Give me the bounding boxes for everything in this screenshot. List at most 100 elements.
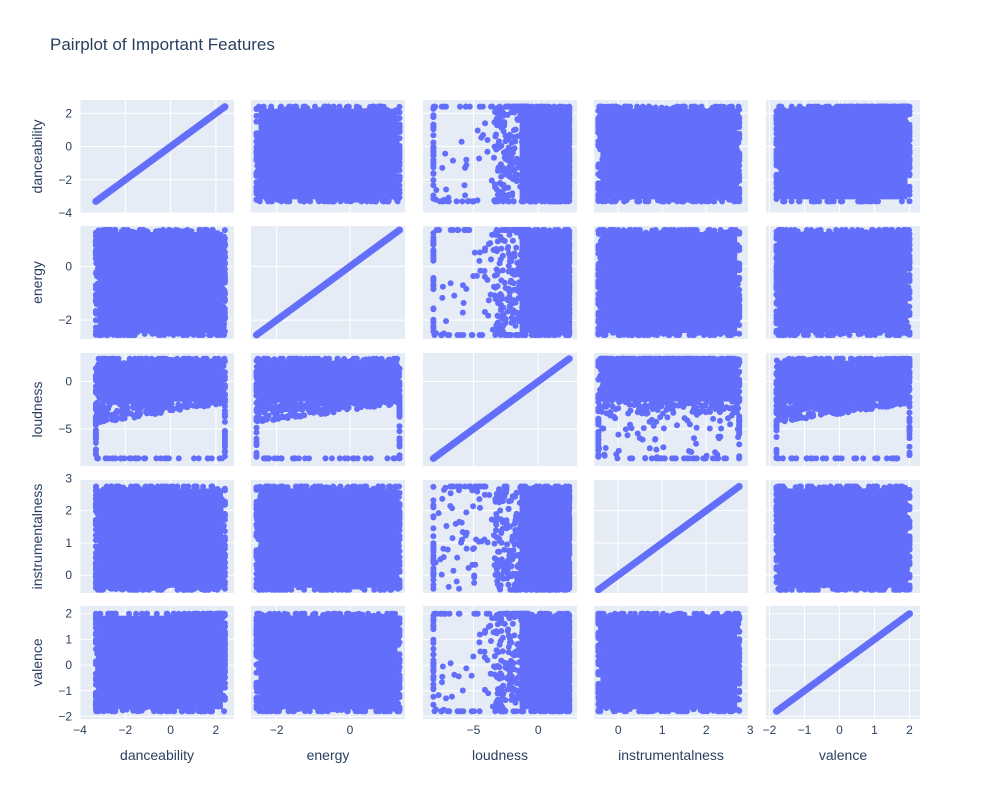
scatter-point	[504, 103, 511, 110]
scatter-point	[674, 103, 680, 110]
scatter-point	[479, 103, 486, 110]
scatter-point	[396, 129, 403, 135]
scatter-point	[385, 198, 392, 205]
scatter-point	[502, 111, 509, 118]
scatter-point	[906, 157, 913, 164]
scatter-point	[331, 198, 338, 205]
scatter-point	[674, 198, 681, 205]
scatter-point	[557, 198, 564, 205]
scatter-point	[396, 142, 403, 149]
scatter-point	[906, 133, 913, 140]
scatter-point	[613, 103, 620, 110]
scatter-point	[634, 103, 641, 110]
scatter-point	[363, 198, 370, 205]
scatter-point	[492, 181, 498, 188]
scatter-point	[445, 198, 452, 205]
scatter-point	[519, 103, 526, 110]
scatter-point	[484, 148, 491, 155]
scatter-point	[278, 103, 285, 110]
scatter-point	[788, 103, 795, 110]
scatter-point	[595, 138, 602, 145]
scatter-point	[808, 198, 815, 205]
dense-point-region	[258, 108, 398, 200]
scatter-point	[358, 198, 365, 205]
scatter-point	[906, 172, 913, 179]
scatter-point	[773, 126, 780, 133]
scatter-point	[848, 103, 855, 110]
scatter-point	[430, 170, 437, 177]
scatter-point	[698, 198, 705, 205]
scatter-point	[396, 159, 403, 166]
scatter-point	[430, 132, 437, 139]
scatter-point	[566, 148, 573, 155]
scatter-point	[703, 198, 709, 205]
scatter-point	[736, 162, 743, 169]
scatter-point	[457, 103, 463, 110]
scatter-point	[773, 185, 780, 191]
scatter-point	[863, 198, 870, 205]
scatter-point	[438, 103, 445, 110]
scatter-point	[736, 114, 743, 121]
scatter-point	[508, 152, 515, 159]
scatter-point	[458, 138, 465, 145]
scatter-point	[872, 198, 879, 205]
scatter-point	[551, 103, 557, 110]
scatter-point	[396, 173, 403, 180]
scatter-point	[501, 192, 508, 199]
scatter-point	[901, 103, 908, 110]
scatter-point	[253, 156, 260, 163]
scatter-point	[736, 134, 743, 141]
scatter-point	[492, 133, 499, 140]
scatter-point	[283, 198, 290, 205]
scatter-point	[253, 138, 260, 145]
scatter-point	[514, 117, 521, 123]
scatter-point	[484, 137, 491, 143]
scatter-point	[665, 198, 672, 205]
scatter-point	[430, 192, 437, 199]
scatter-point	[595, 162, 602, 169]
scatter-point	[773, 162, 780, 169]
scatter-point	[636, 198, 643, 205]
scatter-point	[566, 133, 573, 140]
scatter-point	[712, 103, 719, 110]
scatter-point	[268, 198, 275, 205]
scatter-point	[595, 115, 602, 122]
scatter-point	[312, 103, 318, 110]
scatter-point	[260, 103, 267, 110]
scatter-point	[736, 187, 743, 194]
scatter-point	[627, 103, 634, 110]
scatter-point	[773, 120, 780, 127]
scatter-point	[538, 103, 545, 110]
scatter-point	[491, 154, 497, 161]
scatter-point	[469, 198, 476, 205]
scatter-point	[906, 111, 913, 118]
scatter-point	[693, 198, 700, 205]
scatter-point	[773, 180, 780, 187]
scatter-point	[347, 198, 354, 205]
scatter-point	[566, 116, 573, 123]
scatter-point	[533, 103, 540, 110]
scatter-point	[506, 163, 513, 170]
scatter-point	[430, 124, 437, 130]
scatter-point	[605, 103, 612, 110]
scatter-point	[736, 153, 743, 160]
scatter-point	[796, 103, 803, 110]
scatter-point	[510, 198, 517, 205]
scatter-point	[268, 103, 275, 110]
scatter-point	[816, 198, 823, 205]
scatter-point	[566, 176, 573, 183]
scatter-point	[430, 148, 437, 155]
scatter-point	[621, 198, 628, 205]
scatter-point	[773, 171, 780, 178]
scatter-point	[853, 103, 860, 110]
scatter-point	[463, 156, 470, 163]
scatter-point	[736, 177, 743, 184]
scatter-point	[489, 103, 496, 110]
scatter-point	[839, 198, 846, 205]
scatter-point	[776, 103, 783, 110]
scatter-points	[92, 227, 228, 338]
scatter-point	[646, 103, 653, 110]
scatter-point	[325, 198, 332, 205]
scatter-point	[253, 188, 260, 195]
